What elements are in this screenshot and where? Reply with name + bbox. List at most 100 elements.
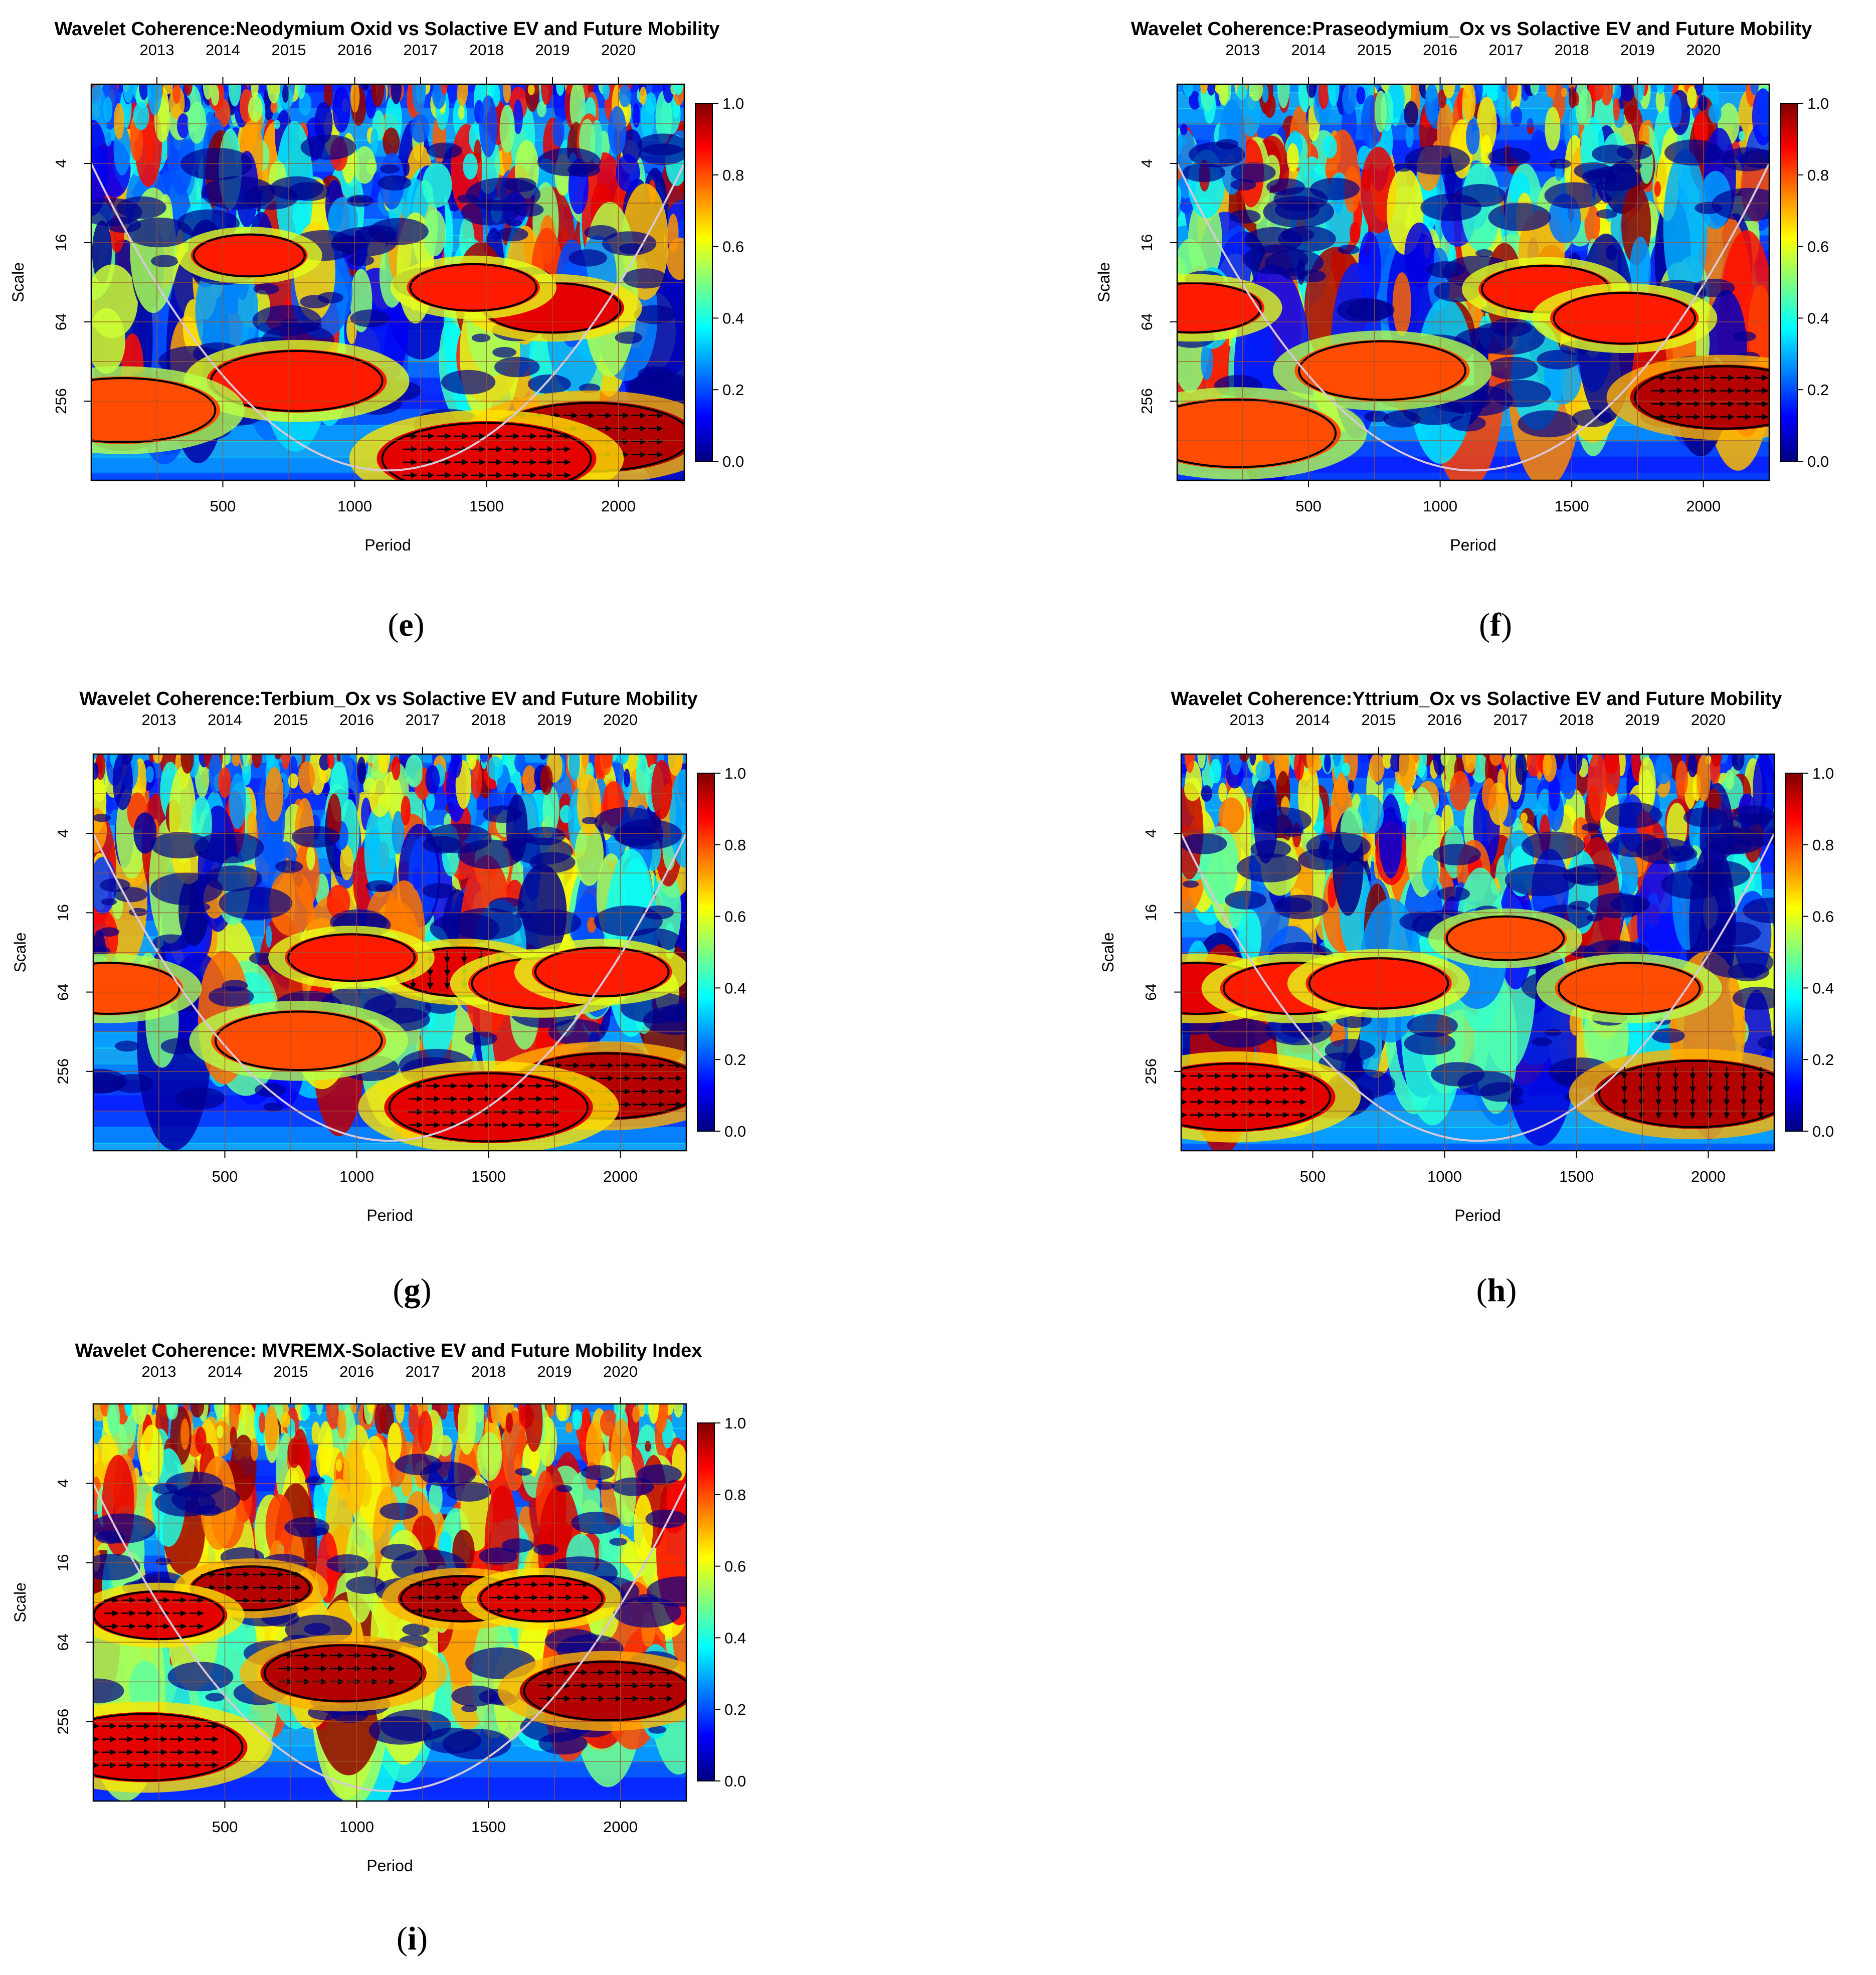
top-tick-label: 2017 bbox=[404, 41, 438, 59]
top-tick-label: 2016 bbox=[1427, 711, 1462, 729]
x-axis-label: Period bbox=[366, 1206, 413, 1224]
top-tick-label: 2015 bbox=[273, 711, 308, 729]
x-axis-label: Period bbox=[366, 1857, 413, 1875]
x-tick-label: 2000 bbox=[603, 1168, 638, 1185]
x-tick-label: 500 bbox=[1300, 1168, 1326, 1185]
top-tick-label: 2020 bbox=[1691, 711, 1726, 729]
coherence-region bbox=[1181, 1061, 1336, 1132]
colorbar-tick-label: 0.6 bbox=[724, 1558, 746, 1575]
colorbar-tick-label: 0.8 bbox=[1807, 166, 1829, 184]
coherence-region bbox=[1555, 961, 1704, 1015]
x-tick-label: 1000 bbox=[339, 1818, 374, 1836]
cone-of-influence bbox=[1181, 833, 1774, 1142]
panel-h: Wavelet Coherence:Yttrium_Ox vs Solactiv… bbox=[1099, 688, 1834, 1309]
x-tick-label: 500 bbox=[210, 497, 236, 515]
coherence-region bbox=[407, 263, 540, 312]
top-tick-label: 2017 bbox=[406, 711, 440, 729]
significance-contour bbox=[1598, 1059, 1774, 1128]
top-tick-label: 2013 bbox=[141, 1363, 176, 1380]
significance-contour bbox=[1177, 282, 1262, 334]
colorbar-tick-label: 0.0 bbox=[1812, 1123, 1834, 1140]
colorbar-tick-label: 0.6 bbox=[724, 908, 746, 926]
top-tick-label: 2013 bbox=[1229, 711, 1264, 729]
top-tick-label: 2019 bbox=[535, 41, 570, 59]
top-tick-label: 2016 bbox=[339, 1363, 374, 1380]
chart-title: Wavelet Coherence:Terbium_Ox vs Solactiv… bbox=[79, 688, 697, 709]
y-tick-label: 256 bbox=[52, 388, 70, 414]
coherence-region bbox=[531, 946, 672, 998]
x-tick-label: 500 bbox=[212, 1818, 238, 1836]
x-tick-label: 2000 bbox=[1691, 1168, 1726, 1185]
significance-contour bbox=[214, 1010, 383, 1071]
colorbar-tick-label: 0.8 bbox=[724, 836, 746, 854]
y-tick-label: 256 bbox=[1142, 1058, 1160, 1085]
panel-letter: (i) bbox=[397, 1920, 428, 1957]
x-tick-label: 1000 bbox=[1427, 1168, 1462, 1185]
significance-contour bbox=[1181, 1062, 1332, 1132]
colorbar-tick-label: 0.4 bbox=[724, 1629, 746, 1647]
significance-contour bbox=[1445, 915, 1565, 961]
coherence-region bbox=[260, 1644, 427, 1703]
significance-contour bbox=[534, 947, 670, 997]
y-tick-label: 16 bbox=[1142, 904, 1160, 921]
plot-frame bbox=[92, 753, 687, 1152]
significance-contour bbox=[193, 233, 306, 278]
x-tick-label: 1000 bbox=[339, 1168, 374, 1185]
top-tick-label: 2014 bbox=[206, 41, 240, 59]
colorbar-tick-label: 1.0 bbox=[1807, 95, 1829, 112]
x-tick-label: 500 bbox=[212, 1168, 238, 1185]
y-tick-label: 64 bbox=[52, 313, 70, 330]
phase-arrows bbox=[1621, 1067, 1764, 1119]
top-tick-label: 2013 bbox=[139, 41, 174, 59]
colorbar-tick-label: 0.4 bbox=[1812, 979, 1834, 997]
y-tick-label: 256 bbox=[54, 1709, 72, 1735]
top-tick-label: 2014 bbox=[208, 1363, 242, 1380]
significance-contour bbox=[287, 933, 416, 982]
x-tick-label: 1500 bbox=[1559, 1168, 1594, 1185]
panel-e: Wavelet Coherence:Neodymium Oxid vs Sola… bbox=[9, 19, 744, 643]
x-tick-label: 1000 bbox=[337, 497, 372, 515]
colorbar-tick-label: 0.2 bbox=[1807, 381, 1829, 399]
top-tick-label: 2016 bbox=[339, 711, 374, 729]
x-tick-label: 2000 bbox=[1686, 497, 1721, 515]
y-tick-label: 16 bbox=[1138, 234, 1156, 251]
panel-g: Wavelet Coherence:Terbium_Ox vs Solactiv… bbox=[11, 688, 746, 1309]
plot-frame bbox=[90, 83, 685, 481]
significance-contour bbox=[93, 962, 180, 1015]
colorbar bbox=[695, 103, 713, 462]
significance-contour bbox=[93, 1713, 244, 1781]
coherence-region bbox=[191, 233, 308, 278]
top-tick-label: 2015 bbox=[1361, 711, 1396, 729]
y-axis-label: Scale bbox=[1095, 262, 1113, 302]
panel-letter: (e) bbox=[388, 607, 424, 643]
top-tick-label: 2018 bbox=[471, 711, 506, 729]
colorbar bbox=[1780, 103, 1798, 462]
y-tick-label: 4 bbox=[52, 159, 70, 167]
significance-contour bbox=[1177, 398, 1337, 468]
colorbar-tick-label: 0.2 bbox=[724, 1701, 746, 1718]
colorbar-tick-label: 0.8 bbox=[724, 1486, 746, 1504]
plot-frame bbox=[1176, 83, 1770, 481]
significance-contour bbox=[91, 377, 217, 444]
x-axis-label: Period bbox=[364, 536, 411, 554]
y-tick-label: 256 bbox=[1138, 388, 1156, 414]
coherence-field bbox=[93, 754, 686, 1151]
y-axis-label: Scale bbox=[11, 1582, 29, 1623]
top-tick-label: 2018 bbox=[469, 41, 504, 59]
top-tick-label: 2019 bbox=[1620, 41, 1655, 59]
coherence-region bbox=[519, 1660, 686, 1722]
coherence-region bbox=[93, 961, 183, 1015]
significance-contour bbox=[523, 1661, 686, 1721]
top-tick-label: 2018 bbox=[1555, 41, 1589, 59]
top-tick-label: 2020 bbox=[603, 1363, 638, 1380]
top-tick-label: 2017 bbox=[406, 1363, 440, 1380]
coherence-field bbox=[91, 84, 684, 480]
top-tick-label: 2015 bbox=[271, 41, 306, 59]
top-tick-label: 2015 bbox=[1357, 41, 1392, 59]
colorbar-tick-label: 0.0 bbox=[722, 453, 744, 470]
colorbar-tick-label: 0.0 bbox=[724, 1772, 746, 1790]
x-tick-label: 2000 bbox=[601, 497, 636, 515]
grid bbox=[91, 84, 684, 480]
y-tick-label: 64 bbox=[54, 1634, 72, 1651]
top-tick-label: 2014 bbox=[208, 711, 242, 729]
